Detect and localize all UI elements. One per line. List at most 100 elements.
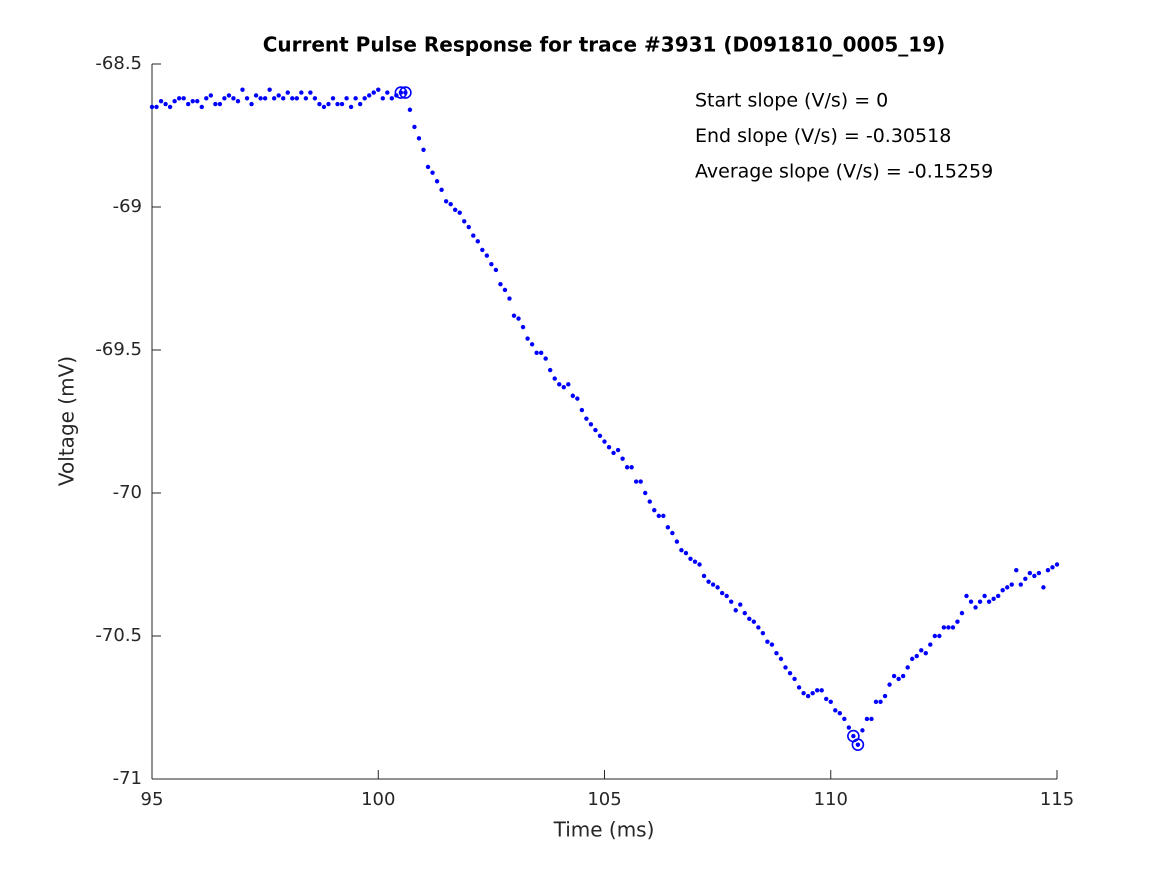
data-point xyxy=(294,96,299,101)
data-point xyxy=(213,101,218,107)
data-point xyxy=(941,625,947,630)
y-tick-label: -69 xyxy=(113,196,142,217)
data-point xyxy=(226,93,232,98)
data-point xyxy=(217,101,223,107)
data-point xyxy=(1009,582,1014,587)
data-point xyxy=(710,582,716,587)
data-point xyxy=(240,87,245,92)
data-point xyxy=(946,625,951,630)
highlight-marker xyxy=(394,86,408,99)
data-point xyxy=(520,324,526,330)
data-point xyxy=(932,633,938,639)
data-point xyxy=(851,733,856,739)
data-point xyxy=(778,656,784,662)
data-point xyxy=(457,210,462,215)
data-point xyxy=(484,253,490,258)
data-point xyxy=(706,579,711,584)
data-point xyxy=(452,207,458,213)
data-point xyxy=(190,98,195,104)
data-point xyxy=(498,282,503,287)
data-point xyxy=(412,124,417,130)
data-point xyxy=(312,96,318,101)
data-point xyxy=(502,287,508,293)
annotation: End slope (V/s) = -0.30518 xyxy=(695,125,951,147)
data-point xyxy=(787,670,793,676)
data-point xyxy=(887,682,892,687)
data-point xyxy=(923,650,928,656)
data-point xyxy=(588,422,594,427)
data-point xyxy=(606,445,612,450)
data-point xyxy=(760,630,766,636)
data-point xyxy=(1018,582,1023,587)
data-point xyxy=(756,625,761,630)
data-point xyxy=(652,507,657,513)
data-point xyxy=(701,573,707,579)
data-point xyxy=(249,101,254,107)
data-point xyxy=(443,199,449,204)
data-point xyxy=(176,96,182,101)
y-tick-label: -71 xyxy=(113,768,142,789)
data-point xyxy=(1023,576,1028,581)
data-point xyxy=(380,96,385,101)
x-tick-label: 95 xyxy=(141,789,164,810)
data-point xyxy=(430,170,435,175)
data-point xyxy=(914,653,919,659)
data-point xyxy=(557,382,562,387)
data-point xyxy=(719,590,725,596)
data-point xyxy=(950,625,956,630)
data-point xyxy=(208,93,214,98)
x-axis-label: Time (ms) xyxy=(553,818,655,842)
data-point xyxy=(330,96,336,101)
data-point xyxy=(860,728,865,733)
data-point xyxy=(303,96,309,101)
data-point xyxy=(149,104,155,110)
data-point xyxy=(362,96,367,101)
data-point xyxy=(204,96,209,101)
data-point xyxy=(991,596,996,602)
y-tick-label: -68.5 xyxy=(95,53,142,74)
data-point xyxy=(792,676,797,682)
data-point xyxy=(597,433,603,438)
data-point xyxy=(281,96,286,101)
data-point xyxy=(1005,585,1010,590)
data-point xyxy=(253,93,259,98)
data-point xyxy=(425,164,431,170)
data-point xyxy=(167,104,173,110)
data-point xyxy=(276,93,281,98)
data-point xyxy=(679,548,684,553)
data-point xyxy=(348,104,354,110)
data-point xyxy=(258,96,263,101)
data-point xyxy=(814,688,820,693)
data-point xyxy=(593,427,598,433)
data-point xyxy=(665,525,671,530)
data-point xyxy=(222,96,227,101)
data-point xyxy=(878,699,883,704)
data-point xyxy=(855,742,861,747)
data-point xyxy=(688,556,693,561)
data-point xyxy=(977,599,983,604)
data-point xyxy=(326,101,331,107)
data-point xyxy=(937,633,942,639)
data-point xyxy=(683,550,689,556)
data-point xyxy=(810,691,815,696)
data-point xyxy=(674,539,680,544)
y-tick-label: -69.5 xyxy=(95,339,142,360)
data-point xyxy=(1036,570,1042,576)
data-point xyxy=(738,602,743,607)
y-tick-label: -70 xyxy=(113,482,142,503)
data-point xyxy=(489,262,494,267)
data-point xyxy=(647,499,652,504)
data-point xyxy=(1054,562,1060,567)
data-point xyxy=(833,708,838,713)
data-point xyxy=(837,711,842,716)
x-tick-label: 105 xyxy=(587,789,621,810)
data-point xyxy=(285,90,290,95)
data-point xyxy=(231,96,236,101)
data-point xyxy=(910,656,915,662)
data-point xyxy=(271,96,277,101)
data-point xyxy=(864,716,870,722)
data-point xyxy=(158,98,164,104)
data-point xyxy=(575,396,580,401)
data-point xyxy=(1014,568,1019,573)
data-point xyxy=(919,648,924,653)
